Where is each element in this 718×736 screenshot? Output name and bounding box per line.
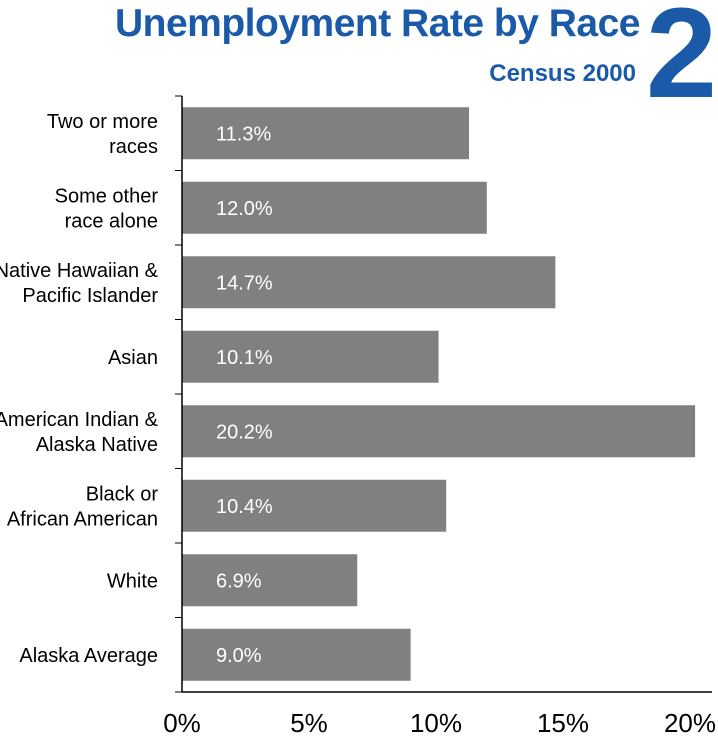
category-label: Some other xyxy=(55,185,159,207)
bar xyxy=(182,405,696,458)
category-label: Black or xyxy=(86,483,159,505)
category-label: race alone xyxy=(65,210,158,232)
bar xyxy=(182,479,447,532)
x-tick-label: 10% xyxy=(410,708,462,736)
category-label: White xyxy=(107,570,158,592)
category-label: Alaska Average xyxy=(19,645,158,667)
category-label: Pacific Islander xyxy=(22,285,158,307)
category-label: Two or more xyxy=(47,111,158,133)
chart-title: Unemployment Rate by Race xyxy=(115,2,641,45)
category-label: Native Hawaiian & xyxy=(0,260,159,282)
chart-subtitle: Census 2000 xyxy=(489,60,636,87)
category-label: Alaska Native xyxy=(36,434,158,456)
bar-value-label: 20.2% xyxy=(216,421,273,443)
bar-value-label: 10.4% xyxy=(216,496,273,518)
x-tick-label: 5% xyxy=(290,708,328,736)
category-label: American Indian & xyxy=(0,409,159,431)
category-label: African American xyxy=(7,508,158,530)
bar xyxy=(182,256,556,309)
category-label: races xyxy=(109,136,158,158)
x-tick-label: 0% xyxy=(163,708,201,736)
bar-value-label: 12.0% xyxy=(216,198,273,220)
bar xyxy=(182,628,411,681)
bar xyxy=(182,330,439,383)
bar xyxy=(182,181,487,234)
bar-value-label: 6.9% xyxy=(216,570,262,592)
bar-value-label: 11.3% xyxy=(216,123,271,145)
bar-value-label: 14.7% xyxy=(216,272,273,294)
category-label: Asian xyxy=(108,347,158,369)
bar xyxy=(182,554,358,607)
bar xyxy=(182,107,470,160)
x-tick-label: 15% xyxy=(537,708,589,736)
bar-value-label: 10.1% xyxy=(216,347,273,369)
page-number-badge: 2 xyxy=(645,0,718,125)
bar-value-label: 9.0% xyxy=(216,645,262,667)
x-tick-label: 20% xyxy=(664,708,716,736)
